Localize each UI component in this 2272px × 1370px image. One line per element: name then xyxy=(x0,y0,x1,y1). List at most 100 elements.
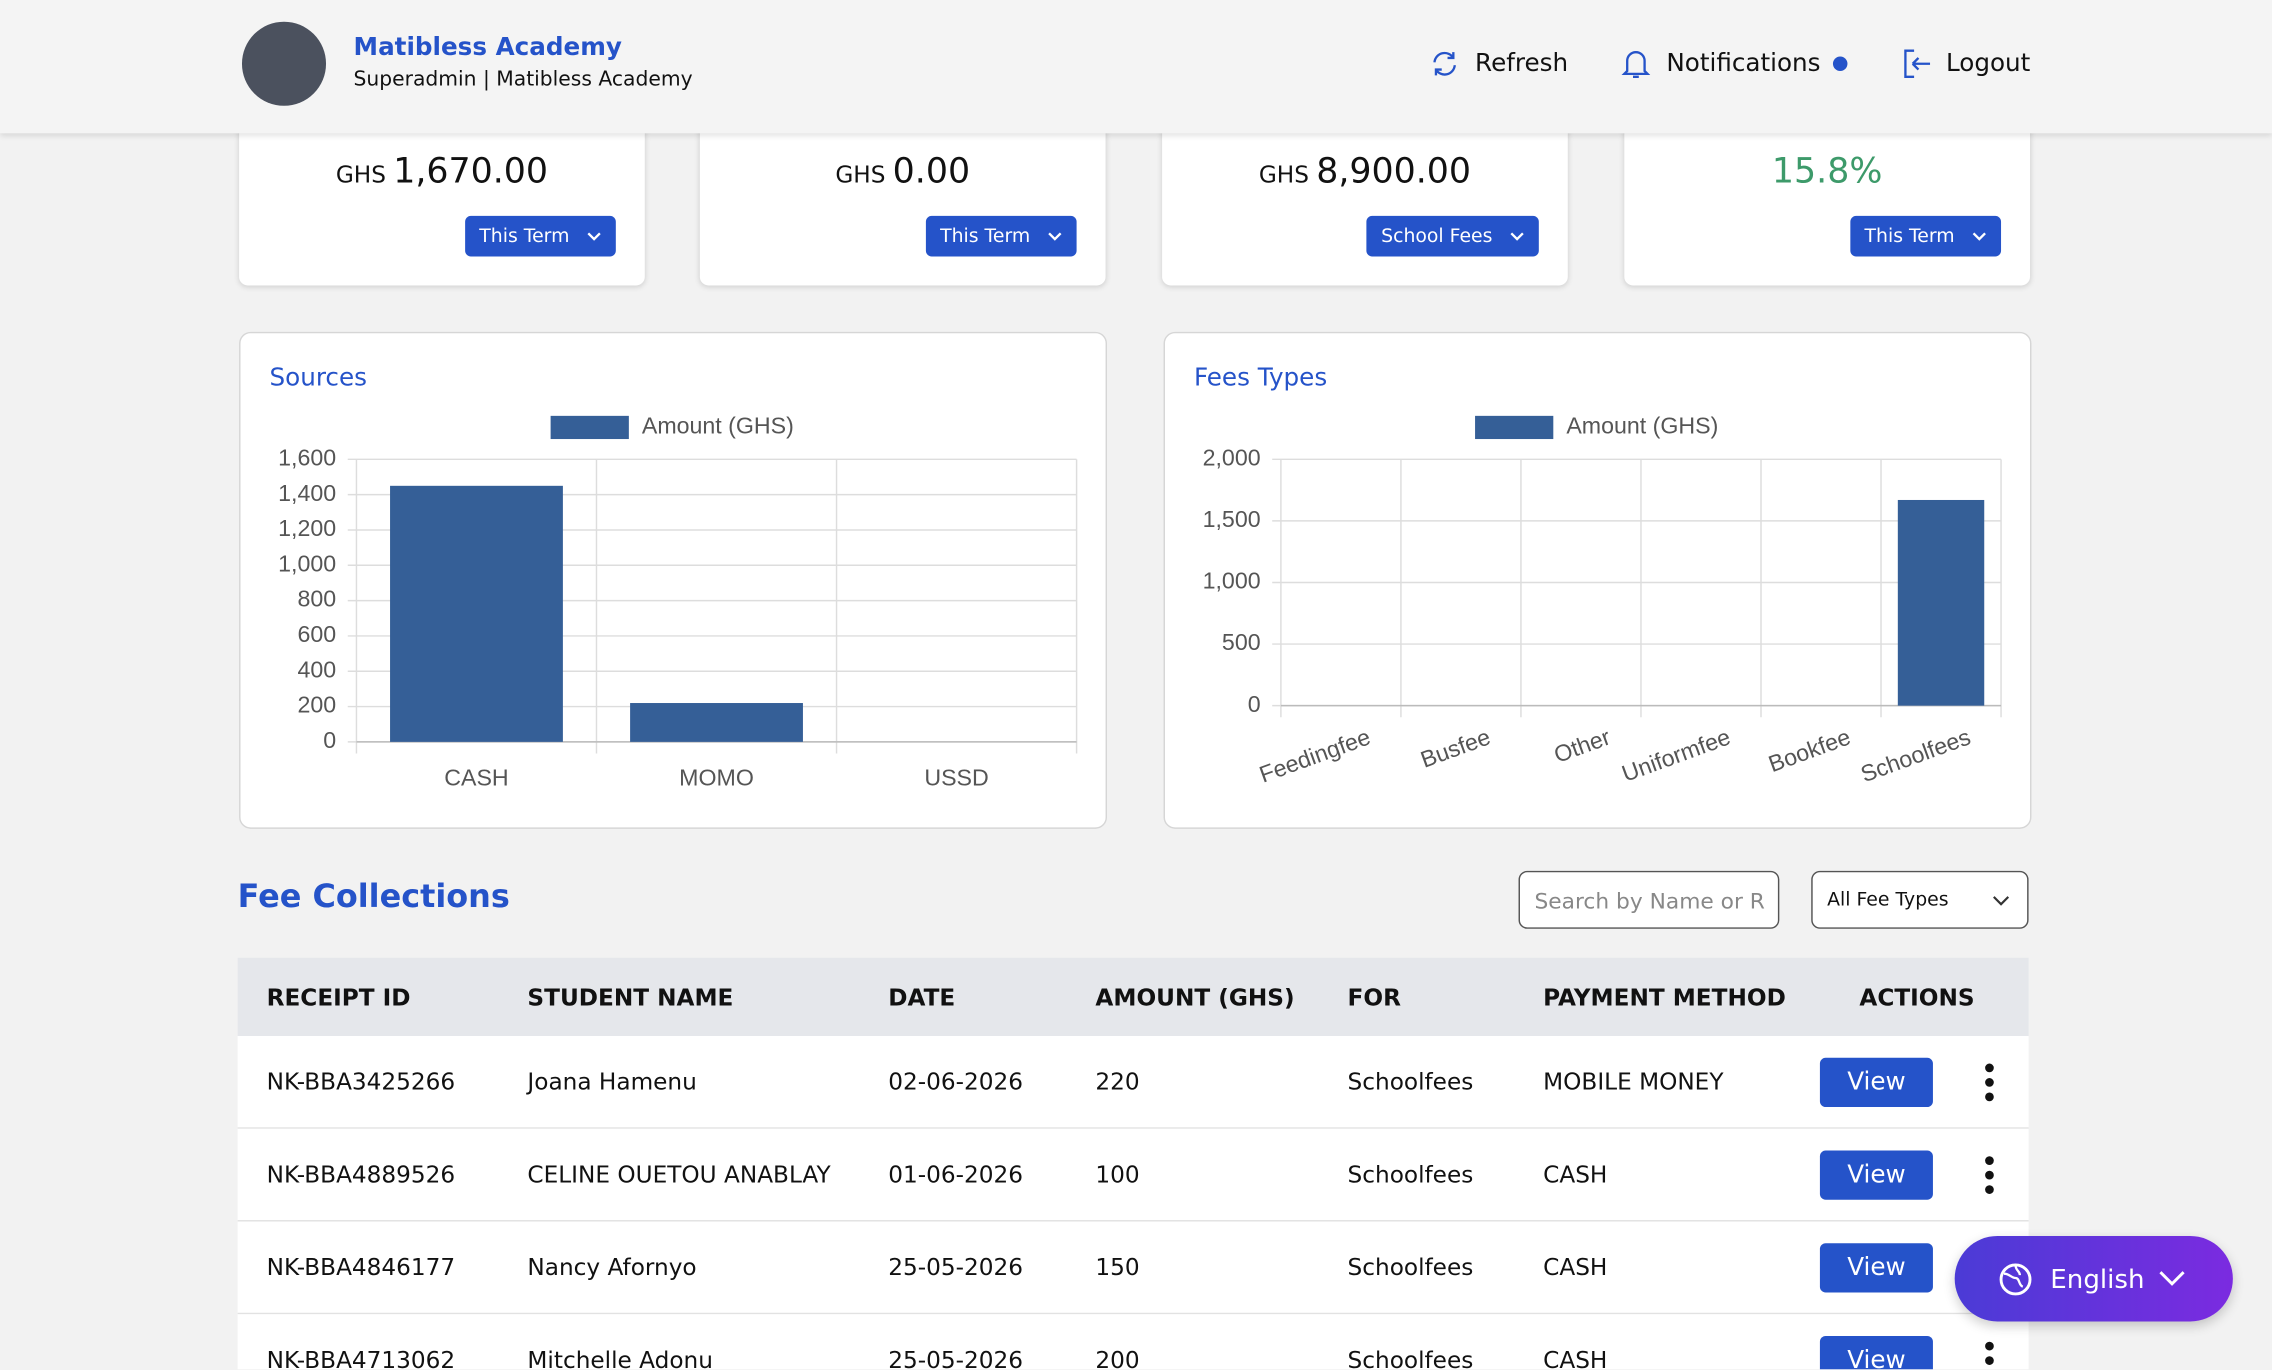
table-cell: NK-BBA4889526 xyxy=(266,1160,456,1189)
table-cell: Nancy Afornyo xyxy=(527,1253,697,1281)
language-label: English xyxy=(2050,1264,2145,1296)
y-tick-label: 800 xyxy=(297,586,336,612)
section-title: Fee Collections xyxy=(237,879,510,916)
chevron xyxy=(2159,1271,2185,1286)
avatar xyxy=(241,21,327,106)
y-tick-label: 200 xyxy=(297,692,336,718)
y-tick-label: 400 xyxy=(297,656,336,682)
table-row: NK-BBA3425266 Joana Hamenu 02-06-2026 220 Sc… xyxy=(237,1036,2029,1129)
card-value: 15.8% xyxy=(1624,151,2030,192)
table-row: NK-BBA4846177 Nancy Afornyo 25-05-2026 150 S… xyxy=(237,1221,2029,1315)
header: Matibless Academy Superadmin | Matibless… xyxy=(0,0,2272,134)
chevron xyxy=(1972,232,1986,241)
table-cell: 25-05-2026 xyxy=(888,1253,1023,1281)
table-cell: 02-06-2026 xyxy=(888,1067,1023,1096)
column-header: FOR xyxy=(1347,983,1401,1012)
table-cell: 25-05-2026 xyxy=(888,1346,1023,1370)
y-tick-label: 600 xyxy=(297,621,336,647)
table-cell: Schoolfees xyxy=(1347,1160,1474,1189)
notification-dot xyxy=(1832,56,1848,72)
x-tick-label: Busfee xyxy=(1417,724,1494,773)
user-role: Superadmin | Matibless Academy xyxy=(353,68,693,92)
more-menu[interactable] xyxy=(1982,1156,1996,1197)
globe-icon xyxy=(1999,1263,2032,1296)
more-menu[interactable] xyxy=(1982,1063,1996,1105)
amount: 0.00 xyxy=(892,150,971,192)
y-tick-label: 500 xyxy=(1222,629,1261,655)
more-menu[interactable] xyxy=(1982,1341,1996,1370)
filter-dropdown[interactable]: School Fees xyxy=(1366,215,1539,257)
menu-dot xyxy=(1985,1156,1994,1165)
fee-type-select[interactable]: All Fee Types xyxy=(1811,870,2029,929)
notifications-button[interactable]: Notifications xyxy=(1666,49,1821,79)
legend-label: Amount (GHS) xyxy=(642,413,794,439)
y-tick-label: 2,000 xyxy=(1203,444,1261,470)
table-row: NK-BBA4713062 Mitchelle Adonu 25-05-2026 20… xyxy=(237,1314,2029,1370)
view-button[interactable]: View xyxy=(1819,1335,1933,1370)
logout-icon xyxy=(1904,49,1931,78)
bar xyxy=(1897,499,1985,706)
y-tick-label: 1,000 xyxy=(1203,568,1261,594)
card-value: GHS 8,900.00 xyxy=(1162,151,1568,192)
currency: GHS xyxy=(335,160,386,189)
x-tick-label: Schoolfees xyxy=(1857,724,1974,788)
menu-dot xyxy=(1985,1356,1994,1365)
menu-dot xyxy=(1985,1063,1994,1073)
table-cell: 100 xyxy=(1095,1160,1140,1189)
chevron xyxy=(587,232,601,241)
bell-icon xyxy=(1621,51,1651,78)
x-tick-label: USSD xyxy=(924,765,988,791)
chart-title: Sources xyxy=(269,363,367,393)
refresh-icon xyxy=(1433,51,1456,76)
column-header: STUDENT NAME xyxy=(527,983,734,1012)
column-header: DATE xyxy=(888,983,956,1012)
table-cell: 01-06-2026 xyxy=(888,1160,1023,1189)
currency: GHS xyxy=(1258,160,1309,189)
y-tick-label: 0 xyxy=(1248,691,1261,717)
menu-dot xyxy=(1985,1170,1994,1180)
amount: 15.8% xyxy=(1771,150,1883,192)
table-cell: 200 xyxy=(1095,1346,1140,1370)
bar xyxy=(390,485,563,742)
menu-dot xyxy=(1985,1078,1994,1087)
legend-label: Amount (GHS) xyxy=(1566,413,1718,439)
view-button[interactable]: View xyxy=(1819,1150,1933,1200)
table-cell: MOBILE MONEY xyxy=(1543,1067,1724,1096)
y-tick-label: 1,000 xyxy=(278,550,336,576)
logout-button[interactable]: Logout xyxy=(1945,49,2031,79)
x-tick-label: MOMO xyxy=(679,765,754,791)
currency: GHS xyxy=(835,160,886,189)
table-cell: 220 xyxy=(1095,1067,1140,1096)
table-cell: CASH xyxy=(1543,1253,1608,1281)
fee-type-label: All Fee Types xyxy=(1827,889,1949,912)
chevron xyxy=(1993,896,2010,906)
filter-dropdown[interactable]: This Term xyxy=(1850,215,2002,257)
view-button[interactable]: View xyxy=(1819,1057,1933,1108)
filter-dropdown[interactable]: This Term xyxy=(925,215,1077,257)
y-tick-label: 0 xyxy=(323,727,336,753)
legend-swatch xyxy=(550,415,629,440)
table-cell: CASH xyxy=(1543,1160,1608,1189)
refresh-button[interactable]: Refresh xyxy=(1475,49,1569,79)
menu-dot xyxy=(1985,1185,1994,1194)
filter-label: School Fees xyxy=(1381,225,1493,248)
school-name: Matibless Academy xyxy=(353,33,622,63)
x-tick-label: CASH xyxy=(444,765,508,791)
filter-label: This Term xyxy=(940,225,1031,248)
column-header: RECEIPT ID xyxy=(266,983,411,1012)
search-input[interactable]: Search by Name or R xyxy=(1518,870,1780,929)
card-value: GHS 0.00 xyxy=(700,151,1106,192)
table-cell: Mitchelle Adonu xyxy=(527,1346,713,1370)
x-tick-label: Feedingfee xyxy=(1256,724,1374,788)
language-selector[interactable]: English xyxy=(1954,1235,2233,1322)
card-value: GHS 1,670.00 xyxy=(239,151,645,192)
amount: 1,670.00 xyxy=(393,150,549,192)
chevron xyxy=(1510,232,1524,241)
view-button[interactable]: View xyxy=(1819,1243,1933,1293)
filter-dropdown[interactable]: This Term xyxy=(464,215,616,257)
table-header: RECEIPT ID STUDENT NAME DATE AMOUNT (GHS) FO… xyxy=(237,957,2029,1037)
menu-dot xyxy=(1985,1092,1994,1102)
